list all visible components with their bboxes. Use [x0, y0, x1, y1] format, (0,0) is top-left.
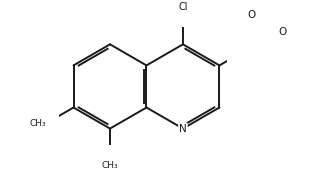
Text: O: O [278, 27, 286, 37]
Text: CH₃: CH₃ [102, 160, 118, 170]
Text: N: N [179, 123, 187, 134]
Text: Cl: Cl [178, 2, 188, 12]
Text: CH₃: CH₃ [29, 119, 46, 128]
Text: O: O [247, 10, 256, 20]
